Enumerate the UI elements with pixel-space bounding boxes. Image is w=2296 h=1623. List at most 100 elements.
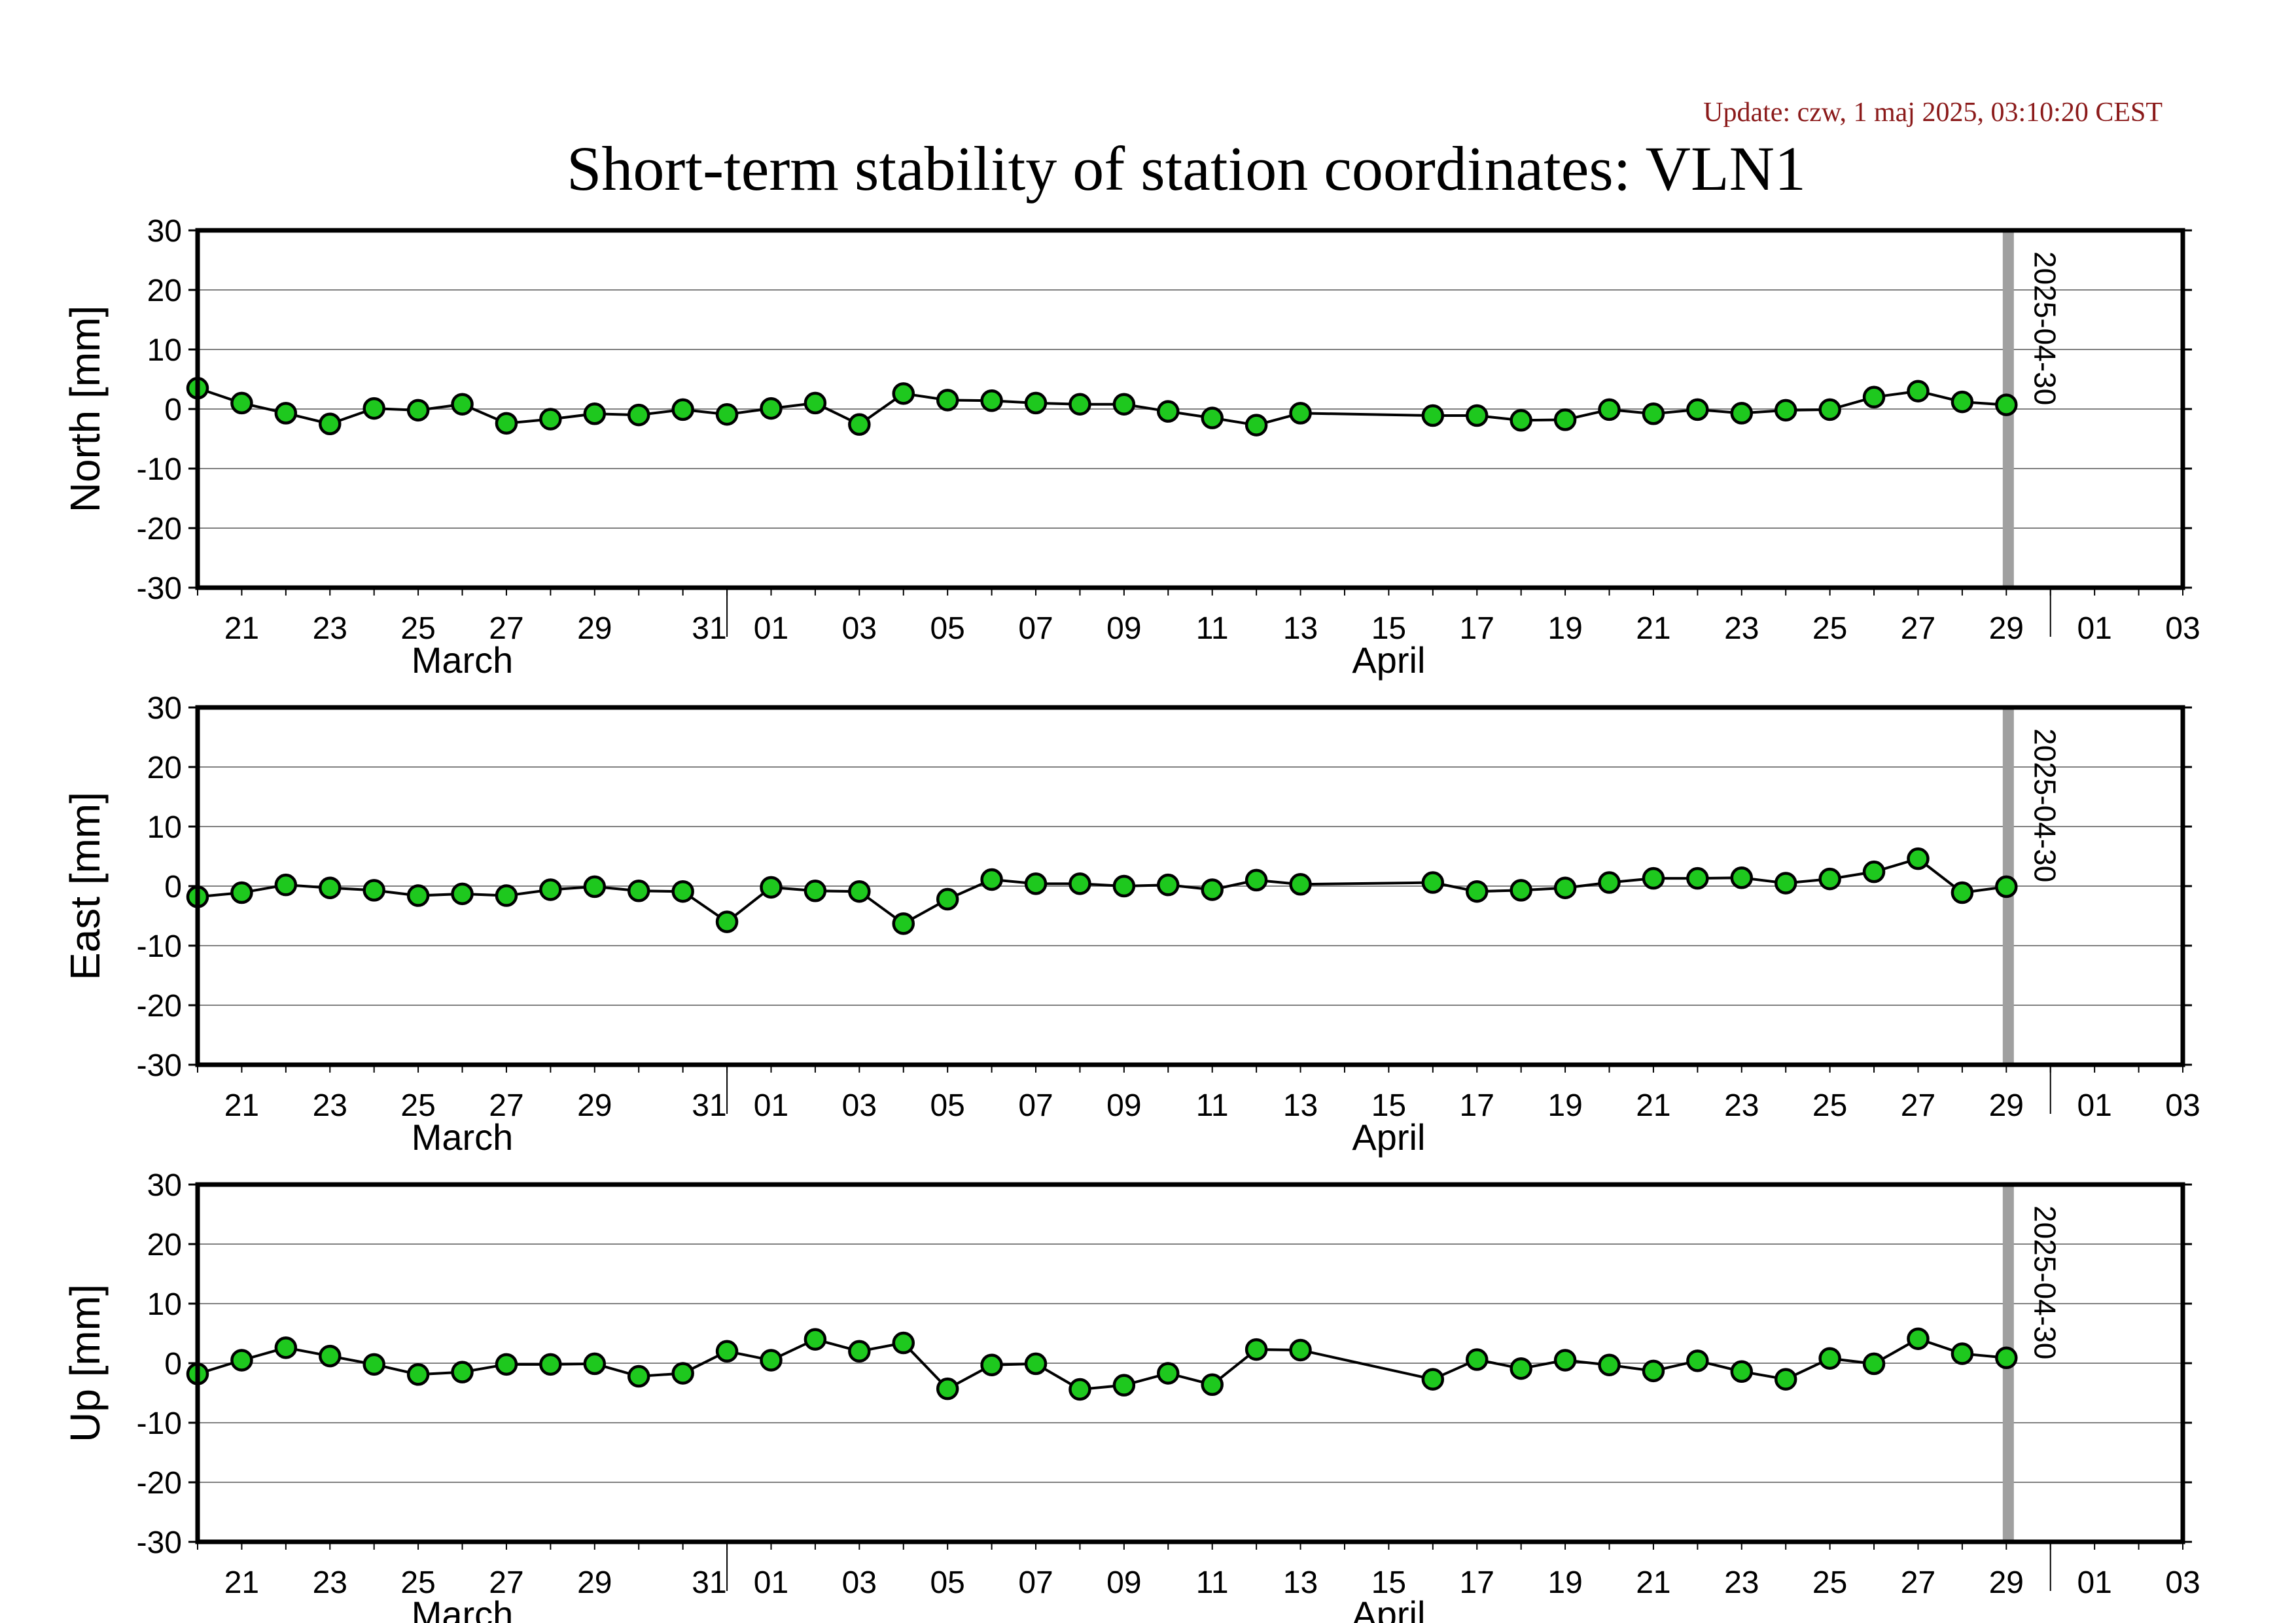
x-tick-label: 05 [930,611,964,646]
data-point [715,910,739,933]
y-tick-label: -20 [137,1466,182,1501]
data-point [1862,860,1886,883]
data-point [406,399,430,422]
y-tick-label: 0 [164,393,182,427]
x-tick-label: 23 [1724,1088,1759,1123]
data-point [1024,391,1048,415]
x-tick-label: 03 [2165,1088,2200,1123]
y-tick-label: 0 [164,1347,182,1382]
x-tick-label: 27 [1901,1088,1935,1123]
data-point [1818,398,1841,421]
data-point [1995,875,2018,899]
x-tick-label: 01 [2077,611,2111,646]
data-point [1951,881,1974,904]
data-point [1995,1346,2018,1370]
x-tick-label: 03 [842,1565,877,1600]
x-tick-label: 07 [1018,1088,1053,1123]
data-point [1069,872,1091,895]
x-tick-label: 17 [1460,1088,1494,1123]
y-tick-label: -10 [137,1406,182,1441]
data-line [197,387,2007,427]
x-tick-label: 29 [577,611,612,646]
date-marker-label: 2025-04-30 [2028,728,2062,882]
data-point [1642,402,1665,425]
data-point [1642,1359,1665,1383]
data-point [1553,1349,1577,1372]
data-point [1289,1338,1312,1362]
data-point [1951,1342,1974,1365]
data-point [760,876,783,899]
x-tick-label: 23 [313,611,347,646]
data-point [627,1364,650,1388]
data-point [980,389,1003,412]
x-tick-label: 15 [1371,1088,1406,1123]
x-tick-label: 19 [1547,1088,1582,1123]
y-tick-label: 10 [147,1287,182,1322]
data-point [1465,404,1489,427]
data-point [980,1353,1003,1376]
x-tick-label: 29 [577,1088,612,1123]
data-point [1112,1374,1136,1397]
data-point [1862,385,1886,409]
x-tick-label: 21 [224,1565,259,1600]
data-line [197,857,2007,925]
x-tick-label: 29 [1989,1565,2024,1600]
data-point [1510,1357,1532,1380]
x-tick-label: 05 [930,1088,964,1123]
x-tick-label: 05 [930,1565,964,1600]
chart-panel: 30 20 10 0 -10 -20 -30 Up [mm] 2025-04-30 21 23 25 2… [62,1168,2200,1623]
x-tick-label: 19 [1547,1565,1582,1600]
y-tick-label: 20 [147,1228,182,1262]
data-point [362,1353,385,1376]
x-tick-label: 01 [754,1088,788,1123]
data-point [1818,1347,1841,1370]
x-tick-label: 15 [1371,611,1406,646]
panels-container: 30 20 10 0 -10 -20 -30 North [mm] 2025-04-30 21 23… [62,214,2200,1623]
data-point [892,912,915,935]
data-point [936,389,959,412]
data-point [1421,404,1445,427]
data-point [495,412,518,435]
data-point [1907,1327,1930,1350]
data-point [1157,873,1180,897]
x-tick-label: 25 [1812,1565,1847,1600]
data-point [804,1328,827,1351]
data-line [197,1337,2007,1391]
data-point [451,882,474,906]
data-point [1686,398,1709,421]
data-point [1818,867,1841,891]
data-point [936,1377,959,1400]
month-label: April [1352,1594,1425,1623]
data-point [1730,402,1754,425]
data-point [848,880,871,903]
data-point [1289,402,1312,425]
data-point [1730,866,1754,889]
month-label: March [412,639,514,681]
data-point [319,876,342,899]
data-point [319,1344,342,1368]
data-point [1995,393,2018,416]
date-marker-label: 2025-04-30 [2028,1205,2062,1359]
x-tick-label: 29 [577,1565,612,1600]
x-tick-label: 13 [1283,1088,1318,1123]
data-point [627,403,650,427]
data-point [760,1349,783,1372]
x-tick-label: 15 [1371,1565,1406,1600]
data-point [1907,847,1930,870]
data-point [1951,390,1974,414]
data-point [1686,1349,1709,1372]
y-axis-label: East [mm] [62,792,109,980]
data-point [539,408,562,431]
data-point [274,402,298,425]
x-tick-label: 01 [754,611,788,646]
x-tick-label: 03 [2165,611,2200,646]
y-tick-label: -20 [137,512,182,546]
x-tick-label: 17 [1460,611,1494,646]
data-point [362,879,385,902]
data-point [230,391,253,415]
data-point [671,880,694,903]
data-point [319,412,342,435]
x-tick-label: 11 [1196,1088,1229,1123]
plot-frame [195,228,2185,590]
data-point [715,402,739,426]
